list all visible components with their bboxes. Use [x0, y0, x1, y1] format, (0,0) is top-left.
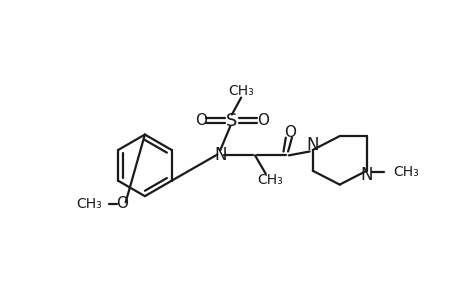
- Text: O: O: [256, 113, 268, 128]
- Text: N: N: [359, 167, 372, 184]
- Text: N: N: [306, 136, 318, 154]
- Text: O: O: [283, 125, 295, 140]
- Text: CH₃: CH₃: [392, 165, 418, 179]
- Text: O: O: [116, 196, 128, 211]
- Text: N: N: [213, 146, 226, 164]
- Text: CH₃: CH₃: [228, 84, 253, 98]
- Text: CH₃: CH₃: [76, 197, 101, 211]
- Text: S: S: [226, 112, 237, 130]
- Text: O: O: [195, 113, 207, 128]
- Text: CH₃: CH₃: [257, 173, 283, 187]
